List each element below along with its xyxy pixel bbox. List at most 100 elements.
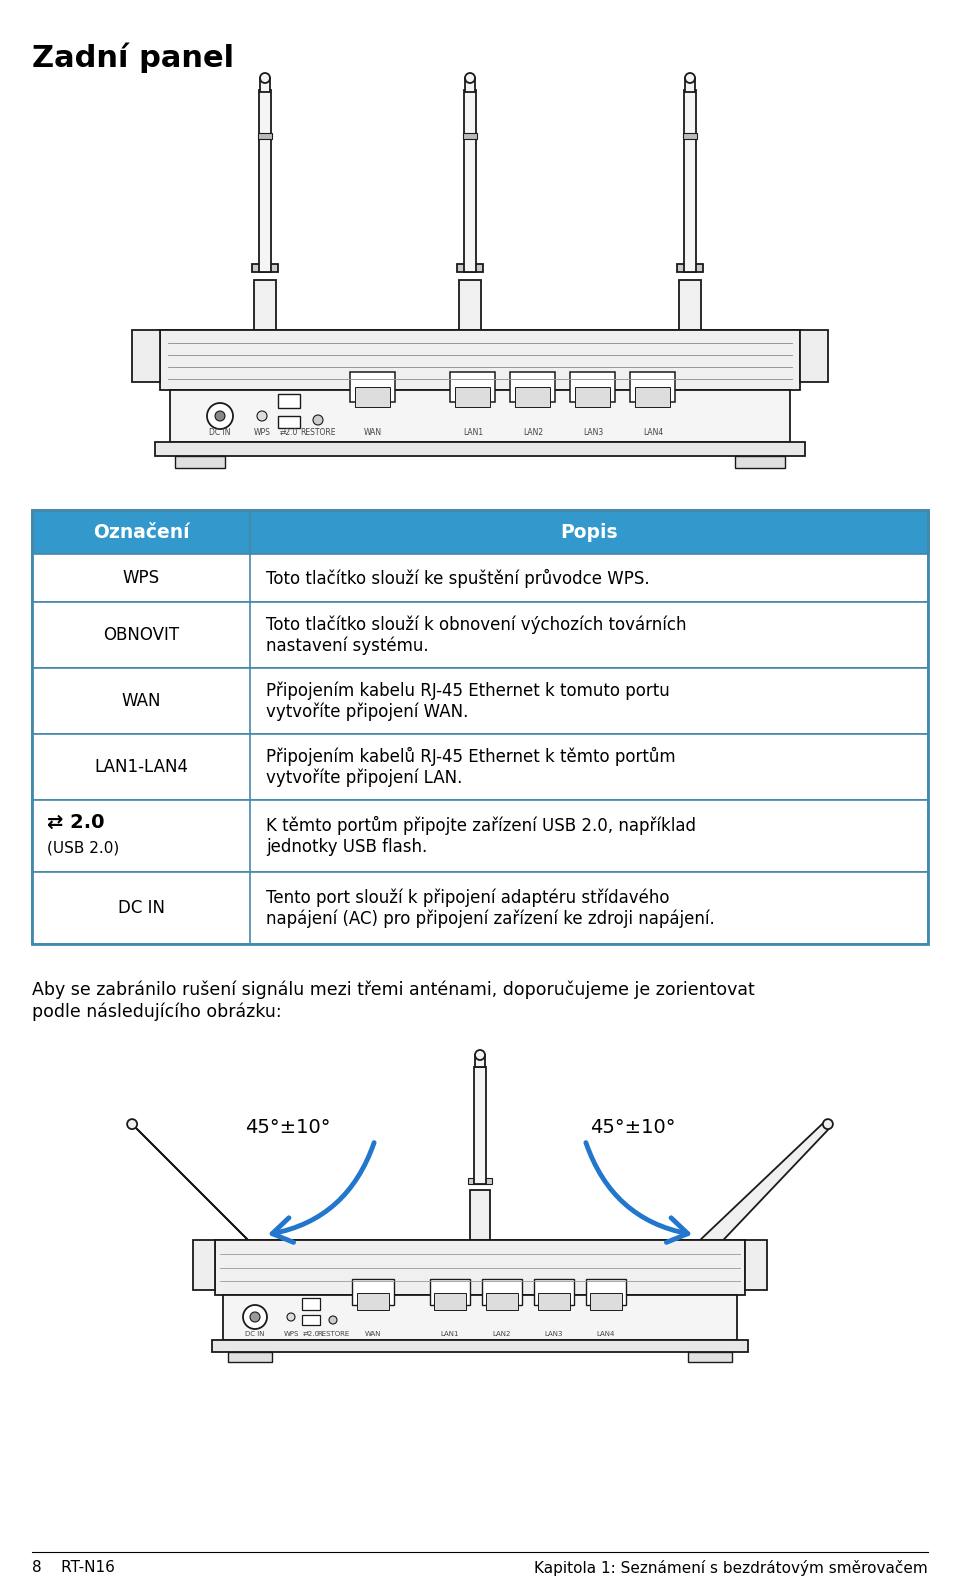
Bar [212,1340,748,1352]
Bar [350,372,395,402]
Bar [278,394,300,408]
Text: WAN: WAN [121,692,160,711]
Circle shape [250,1311,260,1322]
Bar [175,455,225,468]
Polygon shape [259,90,271,273]
Circle shape [260,72,270,84]
Bar [800,329,828,381]
Text: DC IN: DC IN [117,898,164,917]
Text: Toto tlačítko slouží k obnovení výchozích továrních
nastavení systému.: Toto tlačítko slouží k obnovení výchozíc… [266,615,686,656]
Circle shape [823,1119,833,1128]
Bar [745,1240,767,1291]
Text: ⇄ 2.0: ⇄ 2.0 [47,813,105,832]
Bar [455,388,490,407]
Text: WAN: WAN [365,1332,381,1336]
Polygon shape [684,1121,830,1269]
Bar [534,1280,574,1305]
Text: LAN4: LAN4 [597,1332,615,1336]
Text: LAN2: LAN2 [492,1332,511,1336]
Bar [538,1292,570,1310]
Bar [434,1292,466,1310]
Bar [302,1299,320,1310]
Bar [430,1280,470,1305]
Text: (USB 2.0): (USB 2.0) [47,840,119,856]
Bar [355,388,390,407]
Bar [252,265,278,273]
Text: Zadní panel: Zadní panel [32,43,234,72]
Text: 8    RT-N16: 8 RT-N16 [32,1560,115,1574]
Bar [160,329,800,389]
Text: Popis: Popis [561,523,618,542]
Text: WPS: WPS [253,429,271,437]
Bar [688,1352,732,1362]
Bar [32,602,928,668]
Circle shape [207,403,233,429]
Text: WPS: WPS [123,569,159,586]
Bar [32,555,928,602]
Bar [32,668,928,734]
Circle shape [215,411,225,421]
Text: WAN: WAN [364,429,382,437]
Bar [586,1280,626,1305]
Text: Toto tlačítko slouží ke spuštění průvodce WPS.: Toto tlačítko slouží ke spuštění průvodc… [266,569,650,588]
Text: Tento port slouží k připojení adaptéru střídavého
napájení (AC) pro připojení za: Tento port slouží k připojení adaptéru s… [266,887,715,928]
Text: Aby se zabránilo rušení signálu mezi třemi anténami, doporučujeme je zorientovat: Aby se zabránilo rušení signálu mezi tře… [32,980,755,999]
Bar [468,1177,492,1184]
Bar [357,1292,389,1310]
Bar [486,1292,518,1310]
Text: LAN3: LAN3 [583,429,603,437]
Circle shape [465,72,475,84]
Polygon shape [130,1121,276,1269]
Text: 45°±10°: 45°±10° [590,1117,676,1136]
Bar [463,132,477,139]
Polygon shape [459,281,481,336]
Bar [457,265,483,273]
Bar [160,329,800,342]
Text: K těmto portům připojte zařízení USB 2.0, například
jednotky USB flash.: K těmto portům připojte zařízení USB 2.0… [266,816,696,856]
Text: OBNOVIT: OBNOVIT [103,626,180,645]
Text: Připojením kabelu RJ-45 Ethernet k tomuto portu
vytvoříte připojení WAN.: Připojením kabelu RJ-45 Ethernet k tomut… [266,681,670,720]
Text: LAN1-LAN4: LAN1-LAN4 [94,758,188,775]
Bar [482,1280,522,1305]
Bar [575,388,610,407]
Bar [32,511,928,555]
Bar [32,511,928,944]
Bar [170,389,790,441]
Text: 45°±10°: 45°±10° [245,1117,330,1136]
Bar [32,734,928,801]
Bar [155,441,805,455]
Bar [630,372,675,402]
Circle shape [475,1050,485,1061]
Bar [132,329,160,381]
Circle shape [127,1119,137,1128]
Text: LAN4: LAN4 [643,429,663,437]
FancyArrowPatch shape [272,1143,374,1242]
Bar [450,372,495,402]
Bar [258,132,272,139]
Bar [193,1240,215,1291]
Text: LAN2: LAN2 [523,429,543,437]
Text: LAN1: LAN1 [463,429,483,437]
Polygon shape [464,90,476,273]
Polygon shape [684,90,696,273]
Text: Připojením kabelů RJ-45 Ethernet k těmto portům
vytvoříte připojení LAN.: Připojením kabelů RJ-45 Ethernet k těmto… [266,747,676,788]
Text: RESTORE: RESTORE [300,429,336,437]
FancyArrowPatch shape [586,1143,688,1242]
Text: WPS: WPS [283,1332,299,1336]
Circle shape [329,1316,337,1324]
Text: DC IN: DC IN [209,429,230,437]
Text: RESTORE: RESTORE [317,1332,349,1336]
Polygon shape [470,1190,490,1240]
Bar [475,1054,485,1067]
Bar [590,1292,622,1310]
Text: podle následujícího obrázku:: podle následujícího obrázku: [32,1002,281,1021]
Text: LAN3: LAN3 [544,1332,564,1336]
Bar [223,1295,737,1340]
Bar [683,132,697,139]
Bar [465,77,475,91]
Bar [515,388,550,407]
Bar [278,416,300,429]
Bar [302,1314,320,1325]
Bar [510,372,555,402]
Bar [570,372,615,402]
